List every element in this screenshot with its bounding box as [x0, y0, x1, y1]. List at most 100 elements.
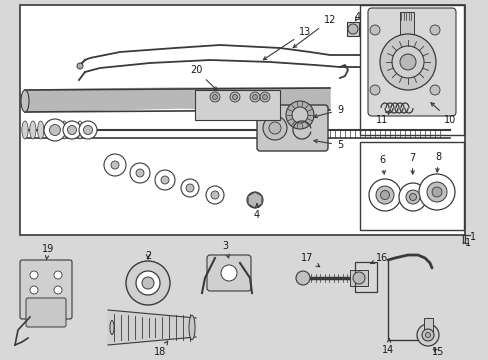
- Ellipse shape: [189, 315, 195, 340]
- Text: 5: 5: [313, 140, 343, 150]
- Circle shape: [221, 265, 237, 281]
- Circle shape: [263, 116, 286, 140]
- Ellipse shape: [53, 121, 60, 139]
- Circle shape: [83, 126, 92, 135]
- FancyBboxPatch shape: [20, 260, 72, 319]
- Circle shape: [416, 324, 438, 346]
- Circle shape: [136, 169, 143, 177]
- Text: 17: 17: [300, 253, 319, 267]
- Circle shape: [205, 186, 224, 204]
- Ellipse shape: [38, 121, 44, 139]
- Circle shape: [379, 34, 435, 90]
- Circle shape: [210, 191, 219, 199]
- Text: 18: 18: [154, 341, 167, 357]
- Ellipse shape: [61, 121, 67, 139]
- Text: 6: 6: [378, 155, 385, 174]
- FancyBboxPatch shape: [367, 8, 455, 116]
- Circle shape: [249, 92, 260, 102]
- Circle shape: [67, 126, 76, 135]
- Circle shape: [63, 121, 81, 139]
- Circle shape: [209, 92, 220, 102]
- Ellipse shape: [22, 121, 28, 139]
- Circle shape: [262, 95, 267, 99]
- Text: 1: 1: [464, 238, 470, 248]
- Circle shape: [252, 95, 257, 99]
- Bar: [359, 142, 463, 230]
- Text: 9: 9: [313, 105, 343, 118]
- Circle shape: [54, 286, 62, 294]
- Circle shape: [30, 286, 38, 294]
- Circle shape: [268, 122, 281, 134]
- Circle shape: [399, 54, 415, 70]
- Circle shape: [352, 272, 364, 284]
- Circle shape: [347, 24, 357, 34]
- Ellipse shape: [30, 121, 36, 139]
- Circle shape: [126, 261, 170, 305]
- Polygon shape: [108, 310, 196, 345]
- Circle shape: [155, 170, 175, 190]
- Text: 1: 1: [469, 232, 475, 242]
- Circle shape: [426, 182, 446, 202]
- Circle shape: [369, 85, 379, 95]
- Polygon shape: [25, 88, 329, 112]
- Text: 4: 4: [354, 12, 360, 22]
- Circle shape: [429, 85, 439, 95]
- Bar: [346, 22, 358, 36]
- Text: 7: 7: [408, 153, 414, 174]
- Circle shape: [246, 192, 263, 208]
- Bar: [359, 5, 463, 135]
- Circle shape: [431, 187, 441, 197]
- Text: 20: 20: [189, 65, 217, 90]
- Circle shape: [111, 161, 119, 169]
- Ellipse shape: [69, 121, 75, 139]
- FancyBboxPatch shape: [257, 105, 327, 151]
- Circle shape: [291, 107, 307, 123]
- Bar: [399, 12, 413, 42]
- Circle shape: [421, 329, 433, 341]
- Circle shape: [104, 154, 126, 176]
- Bar: [354, 262, 376, 292]
- Text: 19: 19: [42, 244, 54, 260]
- Circle shape: [30, 271, 38, 279]
- Bar: [20, 5, 464, 235]
- Text: 16: 16: [370, 253, 387, 264]
- Bar: [195, 90, 280, 120]
- Ellipse shape: [45, 121, 52, 139]
- Circle shape: [77, 63, 83, 69]
- Circle shape: [398, 183, 426, 211]
- Circle shape: [375, 186, 393, 204]
- Text: 10: 10: [430, 103, 455, 125]
- Text: 12: 12: [293, 15, 336, 48]
- Text: 13: 13: [263, 27, 310, 60]
- Circle shape: [260, 92, 269, 102]
- Text: 11: 11: [375, 110, 389, 125]
- Bar: [423, 318, 432, 336]
- Bar: [349, 270, 367, 286]
- FancyBboxPatch shape: [206, 255, 250, 291]
- Circle shape: [425, 333, 429, 338]
- Circle shape: [130, 163, 150, 183]
- Circle shape: [418, 174, 454, 210]
- Circle shape: [369, 25, 379, 35]
- Ellipse shape: [77, 121, 83, 139]
- Text: 4: 4: [253, 204, 260, 220]
- Circle shape: [405, 190, 419, 204]
- Circle shape: [380, 190, 389, 199]
- Text: 3: 3: [222, 241, 229, 258]
- Circle shape: [368, 179, 400, 211]
- Circle shape: [49, 125, 61, 135]
- Circle shape: [212, 95, 217, 99]
- Circle shape: [161, 176, 169, 184]
- Text: 15: 15: [431, 347, 443, 357]
- Circle shape: [44, 119, 66, 141]
- Circle shape: [54, 271, 62, 279]
- Ellipse shape: [110, 320, 114, 334]
- Circle shape: [391, 46, 423, 78]
- Circle shape: [136, 271, 160, 295]
- Circle shape: [185, 184, 194, 192]
- FancyBboxPatch shape: [26, 298, 66, 327]
- Circle shape: [79, 121, 97, 139]
- Text: 2: 2: [144, 251, 151, 261]
- Circle shape: [408, 194, 416, 201]
- Text: 8: 8: [434, 152, 440, 172]
